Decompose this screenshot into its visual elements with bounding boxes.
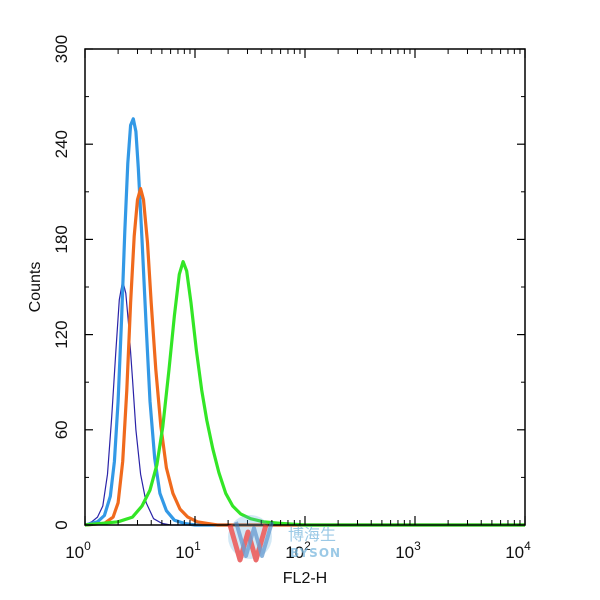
x-tick-label: 101 [175, 539, 201, 562]
series-layer [84, 117, 525, 527]
tick-layer: 100 101 102 103 104 0 60 120 180 240 300 [52, 35, 531, 562]
series-line-3 [84, 187, 525, 527]
x-axis-title: FL2-H [283, 570, 327, 587]
y-tick-label: 0 [52, 520, 71, 529]
watermark-blue-mark [234, 521, 274, 558]
x-tick-label: 102 [285, 539, 311, 562]
watermark-en-text: BYSON [290, 546, 341, 560]
x-tick-label: 103 [395, 539, 421, 562]
y-axis-title: Counts [27, 262, 44, 313]
watermark-logo: 博海生 BYSON [227, 515, 341, 563]
y-tick-label: 120 [52, 320, 71, 348]
y-tick-label: 60 [52, 420, 71, 439]
y-tick-label: 240 [52, 130, 71, 158]
watermark-cn-text: 博海生 [288, 525, 336, 544]
series-line-2 [84, 117, 525, 527]
x-tick-label: 100 [65, 539, 91, 562]
x-tick-label: 104 [505, 539, 531, 562]
series-line-1 [84, 280, 525, 526]
series-line-4 [84, 260, 525, 527]
y-tick-label: 300 [52, 35, 71, 63]
y-tick-label: 180 [52, 225, 71, 253]
